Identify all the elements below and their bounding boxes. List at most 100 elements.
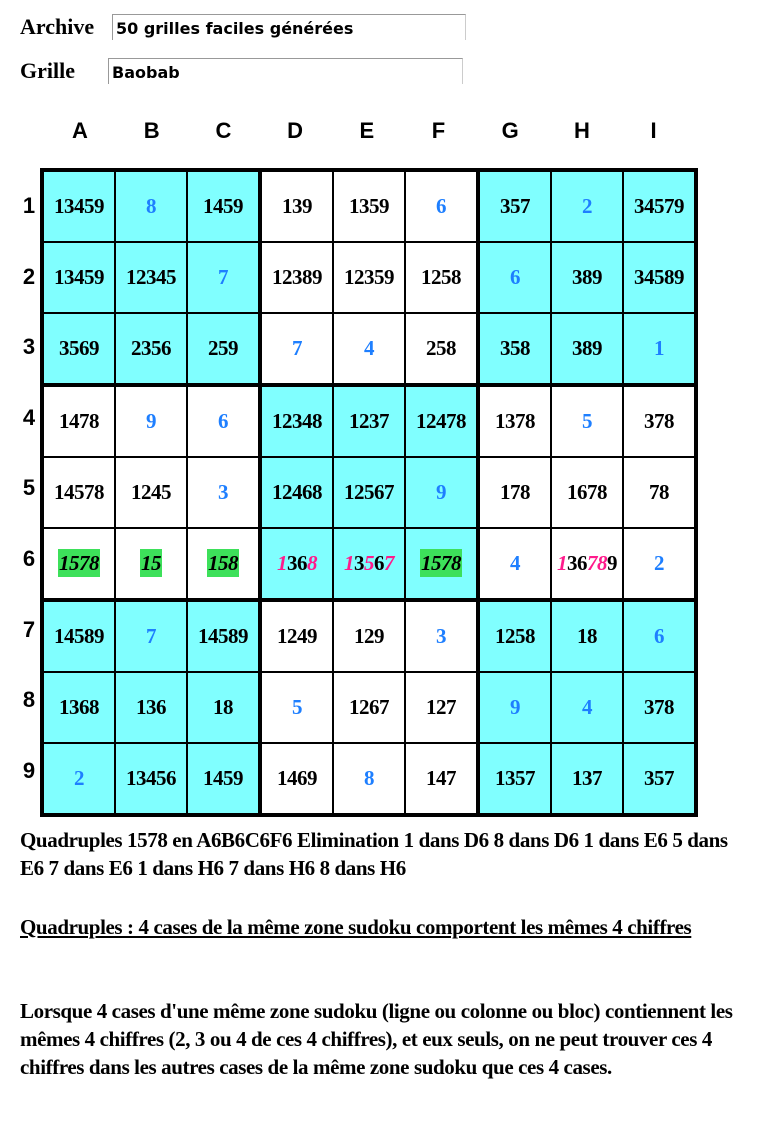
cell-D4[interactable]: 12348	[258, 383, 334, 458]
cell-C7[interactable]: 14589	[186, 598, 261, 673]
cell-C8[interactable]: 18	[186, 671, 261, 744]
cell-G9[interactable]: 1357	[476, 742, 552, 816]
cell-H6[interactable]: 136789	[550, 527, 624, 601]
cell-E4[interactable]: 1237	[332, 383, 406, 458]
row-header: 4	[22, 404, 36, 430]
cell-D7[interactable]: 1249	[258, 598, 334, 673]
cell-I3[interactable]: 1	[622, 312, 697, 386]
cell-G5[interactable]: 178	[476, 456, 552, 529]
cell-A3[interactable]: 3569	[41, 312, 116, 386]
cell-F8[interactable]: 127	[404, 671, 479, 744]
column-header: C	[215, 118, 232, 143]
cell-I1[interactable]: 34579	[622, 169, 697, 243]
cell-I4[interactable]: 378	[622, 383, 697, 458]
cell-D2[interactable]: 12389	[258, 241, 334, 314]
grid-row: 2 13456 1459 1469 8 147 1357 137 357	[41, 742, 697, 816]
cell-I6[interactable]: 2	[622, 527, 697, 601]
cell-G7[interactable]: 1258	[476, 598, 552, 673]
cell-A2[interactable]: 13459	[41, 241, 116, 314]
candidates: 12345	[126, 265, 177, 289]
cell-D8[interactable]: 5	[258, 671, 334, 744]
cell-F1[interactable]: 6	[404, 169, 479, 243]
cell-A7[interactable]: 14589	[41, 598, 116, 673]
cell-B6[interactable]: 15	[114, 527, 188, 601]
cell-F2[interactable]: 1258	[404, 241, 479, 314]
cell-C6[interactable]: 158	[186, 527, 261, 601]
given-value: 6	[510, 265, 521, 289]
cell-H7[interactable]: 18	[550, 598, 624, 673]
cell-H9[interactable]: 137	[550, 742, 624, 816]
cell-D5[interactable]: 12468	[258, 456, 334, 529]
candidates: 389	[572, 336, 603, 360]
cell-E2[interactable]: 12359	[332, 241, 406, 314]
cell-G8[interactable]: 9	[476, 671, 552, 744]
cell-C1[interactable]: 1459	[186, 169, 261, 243]
cell-E1[interactable]: 1359	[332, 169, 406, 243]
cell-B3[interactable]: 2356	[114, 312, 188, 386]
cell-G3[interactable]: 358	[476, 312, 552, 386]
cell-I5[interactable]: 78	[622, 456, 697, 529]
given-value: 3	[218, 480, 229, 504]
row-header: 2	[22, 263, 36, 289]
cell-B9[interactable]: 13456	[114, 742, 188, 816]
eliminated-digit: 1	[557, 551, 568, 575]
eliminated-digit: 8	[597, 551, 608, 575]
archive-input[interactable]: 50 grilles faciles générées	[112, 14, 466, 40]
cell-G1[interactable]: 357	[476, 169, 552, 243]
cell-B7[interactable]: 7	[114, 598, 188, 673]
cell-I2[interactable]: 34589	[622, 241, 697, 314]
cell-E7[interactable]: 129	[332, 598, 406, 673]
cell-C2[interactable]: 7	[186, 241, 261, 314]
cell-C3[interactable]: 259	[186, 312, 261, 386]
cell-B5[interactable]: 1245	[114, 456, 188, 529]
cell-D6[interactable]: 1368	[258, 527, 334, 601]
cell-A6[interactable]: 1578	[41, 527, 116, 601]
cell-G2[interactable]: 6	[476, 241, 552, 314]
cell-F7[interactable]: 3	[404, 598, 479, 673]
cell-E9[interactable]: 8	[332, 742, 406, 816]
cell-G6[interactable]: 4	[476, 527, 552, 601]
cell-H4[interactable]: 5	[550, 383, 624, 458]
cell-I7[interactable]: 6	[622, 598, 697, 673]
cell-H1[interactable]: 2	[550, 169, 624, 243]
candidates: 12567	[344, 480, 395, 504]
cell-A8[interactable]: 1368	[41, 671, 116, 744]
candidates: 129	[354, 624, 385, 648]
cell-D1[interactable]: 139	[258, 169, 334, 243]
cell-C4[interactable]: 6	[186, 383, 261, 458]
cell-F6[interactable]: 1578	[404, 527, 479, 601]
cell-C9[interactable]: 1459	[186, 742, 261, 816]
cell-E5[interactable]: 12567	[332, 456, 406, 529]
cell-B8[interactable]: 136	[114, 671, 188, 744]
cell-A4[interactable]: 1478	[41, 383, 116, 458]
cell-H8[interactable]: 4	[550, 671, 624, 744]
candidates: 12468	[272, 480, 323, 504]
cell-F5[interactable]: 9	[404, 456, 479, 529]
cell-C5[interactable]: 3	[186, 456, 261, 529]
candidate-digit: 3	[354, 551, 365, 575]
cell-H5[interactable]: 1678	[550, 456, 624, 529]
quadruple-candidates: 158	[207, 549, 239, 577]
cell-B4[interactable]: 9	[114, 383, 188, 458]
cell-G4[interactable]: 1378	[476, 383, 552, 458]
cell-F9[interactable]: 147	[404, 742, 479, 816]
cell-D9[interactable]: 1469	[258, 742, 334, 816]
given-value: 2	[74, 766, 85, 790]
cell-A5[interactable]: 14578	[41, 456, 116, 529]
cell-F4[interactable]: 12478	[404, 383, 479, 458]
cell-A9[interactable]: 2	[41, 742, 116, 816]
cell-H2[interactable]: 389	[550, 241, 624, 314]
cell-E8[interactable]: 1267	[332, 671, 406, 744]
candidates: 178	[500, 480, 531, 504]
cell-B1[interactable]: 8	[114, 169, 188, 243]
cell-B2[interactable]: 12345	[114, 241, 188, 314]
cell-E3[interactable]: 4	[332, 312, 406, 386]
cell-F3[interactable]: 258	[404, 312, 479, 386]
cell-I9[interactable]: 357	[622, 742, 697, 816]
cell-H3[interactable]: 389	[550, 312, 624, 386]
cell-D3[interactable]: 7	[258, 312, 334, 386]
cell-A1[interactable]: 13459	[41, 169, 116, 243]
cell-I8[interactable]: 378	[622, 671, 697, 744]
cell-E6[interactable]: 13567	[332, 527, 406, 601]
grille-input[interactable]: Baobab	[108, 58, 463, 84]
